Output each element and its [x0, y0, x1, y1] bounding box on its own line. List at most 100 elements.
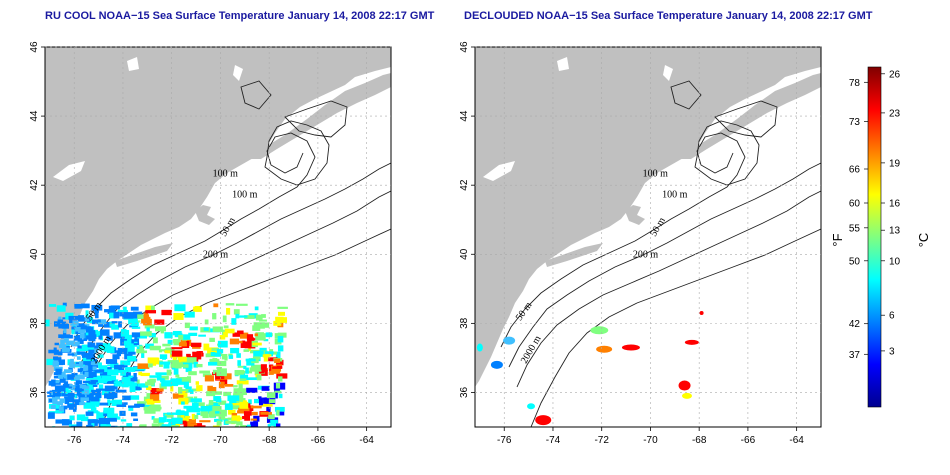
sst-pixel: [186, 376, 192, 383]
sst-pixel: [74, 387, 79, 392]
sst-pixel: [237, 360, 242, 366]
sst-pixel: [224, 356, 228, 361]
sst-pixel: [276, 411, 285, 416]
contour-label: 50 m: [648, 215, 668, 238]
sst-pixel: [236, 303, 248, 306]
long-island-land: [115, 243, 173, 267]
sst-pixel: [128, 375, 134, 379]
sst-pixel: [78, 394, 85, 401]
sst-pixel: [86, 398, 91, 405]
sst-pixel: [266, 406, 271, 413]
sst-patch: [590, 326, 609, 335]
sst-pixel: [134, 383, 142, 391]
sst-pixel: [173, 368, 179, 375]
sst-pixel: [145, 343, 154, 349]
sst-pixel: [202, 373, 212, 377]
sst-pixel: [222, 315, 227, 323]
sst-pixel: [243, 349, 250, 352]
tick-label-lat: 44: [29, 110, 40, 122]
sst-pixel: [200, 409, 208, 417]
sst-pixel: [48, 411, 60, 414]
sst-pixel: [94, 369, 105, 373]
sst-pixel: [71, 341, 80, 347]
sst-pixel: [228, 353, 233, 357]
lake: [233, 65, 243, 81]
sst-pixel: [148, 332, 156, 338]
sst-pixel: [122, 372, 131, 379]
tick-label-lat: 46: [459, 41, 470, 53]
sst-pixel: [160, 378, 165, 383]
sst-pixel: [126, 382, 138, 387]
sst-pixel: [145, 399, 154, 404]
sst-pixel: [154, 326, 167, 332]
sst-pixel: [158, 419, 164, 426]
sst-pixel: [95, 388, 107, 391]
sst-pixel: [89, 393, 93, 399]
sst-pixel: [158, 417, 165, 423]
right-map-frame: [474, 46, 822, 428]
sst-pixel: [59, 378, 66, 383]
sst-pixel: [124, 344, 135, 351]
sst-pixel: [131, 332, 141, 338]
sst-pixel: [166, 412, 179, 415]
sst-pixel: [67, 392, 75, 397]
sst-pixel: [123, 340, 136, 346]
sst-pixel: [76, 390, 82, 396]
sst-pixel: [116, 416, 121, 420]
sst-pixel: [212, 326, 223, 332]
georges-bank: [240, 80, 272, 110]
sst-pixel: [86, 353, 96, 360]
sst-pixel: [243, 365, 247, 370]
sst-pixel: [224, 403, 233, 410]
sst-pixel: [120, 419, 127, 422]
sst-pixel: [237, 330, 244, 335]
tick-label-lon: -66: [741, 435, 756, 446]
sst-pixel: [113, 381, 122, 384]
sst-pixel: [173, 313, 184, 320]
sst-pixel: [71, 326, 76, 330]
sst-pixel: [55, 409, 63, 414]
sst-pixel: [130, 322, 139, 327]
tick-label-lon: -68: [692, 435, 707, 446]
sst-pixel: [186, 396, 194, 403]
sst-pixel: [275, 317, 288, 323]
sst-pixel: [55, 380, 60, 384]
sst-pixel: [194, 414, 199, 419]
sst-pixel: [127, 355, 137, 362]
sst-pixel: [196, 351, 202, 358]
sst-pixel: [96, 419, 109, 424]
sst-pixel: [67, 374, 75, 380]
sst-pixel: [246, 334, 254, 341]
sst-pixel: [97, 354, 104, 358]
sst-pixel: [268, 364, 274, 371]
sst-pixel: [238, 383, 243, 390]
sst-pixel: [107, 399, 111, 406]
fahrenheit-ticks: 78 73 66 60 55 50 42 37: [849, 78, 868, 361]
sst-pixel: [82, 380, 90, 384]
sst-pixel: [129, 385, 136, 393]
sst-pixel: [196, 412, 201, 416]
sst-pixel: [278, 376, 283, 382]
contour-label: 200 m: [203, 250, 229, 261]
sst-pixel: [148, 399, 161, 403]
sst-pixel: [90, 380, 98, 383]
sst-pixel: [237, 410, 246, 414]
sst-pixel: [77, 317, 86, 322]
sst-pixel: [91, 423, 95, 427]
celsius-tick-label: 3: [889, 346, 895, 357]
tick-label-lon: -68: [262, 435, 277, 446]
sst-pixel: [249, 367, 262, 372]
sst-pixel: [210, 352, 216, 357]
sst-pixel: [232, 332, 241, 337]
sst-data-right: [476, 311, 704, 426]
sst-pixel: [81, 344, 90, 351]
sst-pixel: [192, 352, 199, 357]
sst-pixel: [107, 369, 119, 376]
fahrenheit-tick-label: 50: [849, 256, 861, 267]
sst-pixel: [228, 355, 234, 359]
sst-pixel: [243, 411, 252, 416]
sst-pixel: [228, 409, 236, 415]
sst-pixel: [276, 373, 288, 379]
sst-pixel: [74, 363, 82, 367]
sst-pixel: [48, 380, 55, 386]
